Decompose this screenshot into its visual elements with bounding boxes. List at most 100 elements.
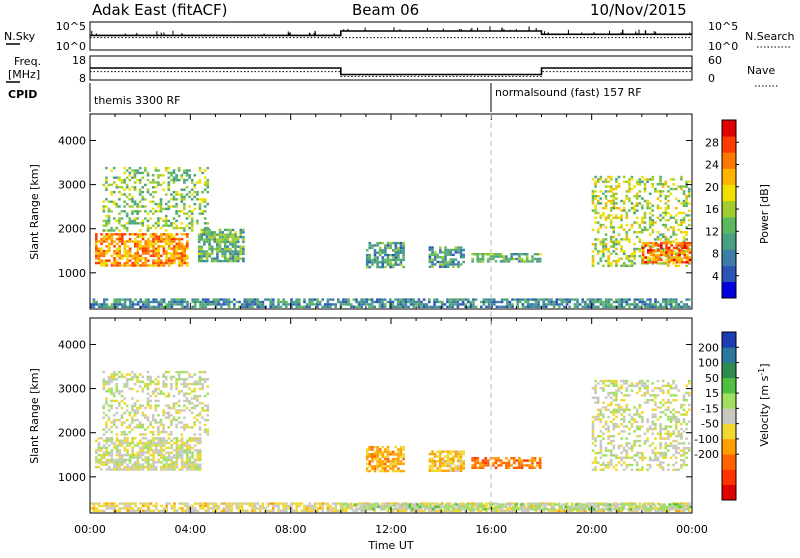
- echo-cell: [194, 303, 197, 305]
- echo-cell: [131, 169, 134, 171]
- echo-cell: [594, 190, 597, 192]
- echo-cell: [675, 435, 678, 437]
- echo-cell: [626, 382, 629, 384]
- echo-cell: [605, 423, 608, 425]
- echo-cell: [444, 249, 447, 251]
- echo-cell: [613, 306, 616, 308]
- echo-cell: [113, 505, 116, 507]
- echo-cell: [659, 181, 662, 183]
- echo-cell: [134, 257, 137, 259]
- echo-cell: [137, 442, 140, 444]
- echo-cell: [170, 444, 173, 446]
- echo-cell: [631, 423, 634, 425]
- echo-cell: [178, 456, 181, 458]
- echo-cell: [191, 454, 194, 456]
- echo-cell: [111, 454, 114, 456]
- echo-cell: [402, 306, 405, 308]
- colorbar-swatch: [722, 185, 736, 202]
- echo-cell: [137, 250, 140, 252]
- echo-cell: [516, 303, 519, 305]
- echo-cell: [576, 301, 579, 303]
- echo-cell: [280, 510, 283, 512]
- echo-cell: [410, 301, 413, 303]
- echo-cell: [654, 457, 657, 459]
- echo-cell: [610, 303, 613, 305]
- echo-cell: [111, 240, 114, 242]
- echo-cell: [610, 435, 613, 437]
- echo-cell: [103, 238, 106, 240]
- echo-cell: [105, 238, 108, 240]
- echo-cell: [527, 306, 530, 308]
- echo-cell: [103, 229, 106, 231]
- echo-cell: [178, 255, 181, 257]
- echo-cell: [293, 301, 296, 303]
- echo-cell: [650, 252, 653, 254]
- echo-cell: [232, 243, 235, 245]
- echo-cell: [124, 502, 127, 504]
- echo-cell: [659, 452, 662, 454]
- echo-cell: [620, 303, 623, 305]
- echo-cell: [597, 238, 600, 240]
- echo-cell: [667, 219, 670, 221]
- echo-cell: [103, 454, 106, 456]
- echo-cell: [194, 174, 197, 176]
- echo-cell: [229, 234, 232, 236]
- echo-cell: [155, 421, 158, 423]
- echo-cell: [680, 231, 683, 233]
- echo-cell: [285, 301, 288, 303]
- echo-cell: [628, 409, 631, 411]
- echo-cell: [492, 253, 495, 255]
- echo-cell: [246, 510, 249, 512]
- echo-cell: [199, 383, 202, 385]
- echo-cell: [121, 456, 124, 458]
- echo-cell: [108, 233, 111, 235]
- echo-cell: [667, 238, 670, 240]
- echo-cell: [160, 184, 163, 186]
- echo-cell: [126, 252, 129, 254]
- echo-cell: [134, 210, 137, 212]
- cpid-segment-2: normalsound (fast) 157 RF: [495, 86, 642, 99]
- echo-cell: [636, 236, 639, 238]
- echo-cell: [628, 209, 631, 211]
- echo-cell: [654, 452, 657, 454]
- echo-cell: [620, 459, 623, 461]
- echo-cell: [126, 464, 129, 466]
- nave-label: Nave: [747, 64, 775, 77]
- echo-cell: [178, 248, 181, 250]
- echo-cell: [105, 215, 108, 217]
- echo-cell: [487, 253, 490, 255]
- echo-cell: [147, 461, 150, 463]
- echo-cell: [683, 231, 686, 233]
- echo-cell: [150, 502, 153, 504]
- echo-cell: [183, 466, 186, 468]
- echo-cell: [264, 507, 267, 509]
- echo-cell: [121, 459, 124, 461]
- echo-cell: [196, 397, 199, 399]
- echo-cell: [594, 248, 597, 250]
- echo-cell: [208, 253, 211, 255]
- echo-cell: [207, 191, 210, 193]
- echo-cell: [254, 298, 257, 300]
- echo-cell: [189, 461, 192, 463]
- echo-cell: [646, 401, 649, 403]
- echo-cell: [160, 245, 163, 247]
- echo-cell: [613, 445, 616, 447]
- echo-cell: [129, 179, 132, 181]
- echo-cell: [654, 409, 657, 411]
- echo-cell: [366, 298, 369, 300]
- echo-cell: [157, 376, 160, 378]
- echo-cell: [171, 505, 174, 507]
- echo-cell: [170, 260, 173, 262]
- echo-cell: [663, 261, 666, 263]
- echo-cell: [118, 454, 121, 456]
- echo-cell: [155, 390, 158, 392]
- echo-cell: [308, 298, 311, 300]
- echo-cell: [188, 196, 191, 198]
- echo-cell: [500, 464, 503, 466]
- echo-cell: [602, 193, 605, 195]
- echo-cell: [685, 181, 688, 183]
- echo-cell: [131, 454, 134, 456]
- echo-cell: [168, 208, 171, 210]
- echo-cell: [160, 306, 163, 308]
- echo-cell: [644, 226, 647, 228]
